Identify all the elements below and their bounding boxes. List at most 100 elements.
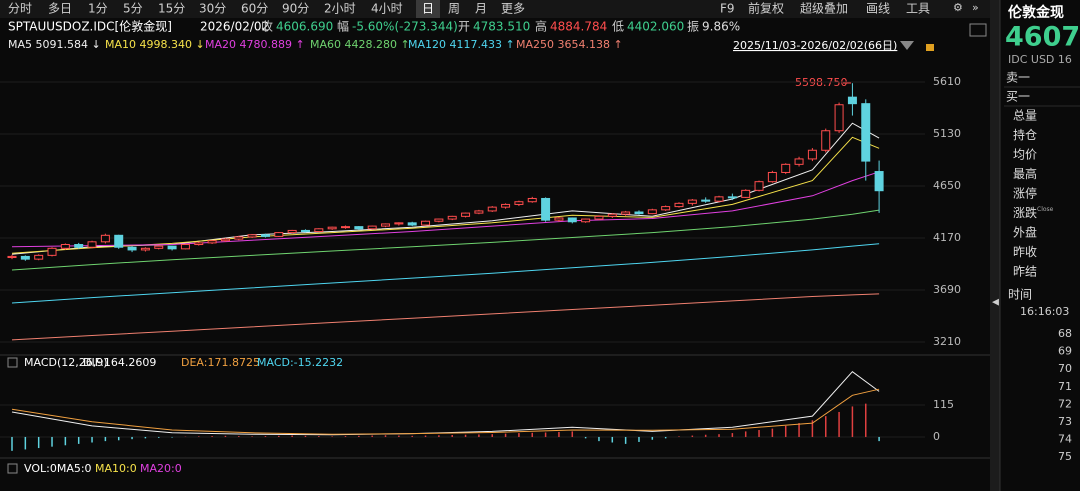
candle-body <box>47 247 57 256</box>
collapse-arrow[interactable]: ◀ <box>992 298 999 308</box>
quote-row: 外盘 <box>1013 225 1037 240</box>
dropdown-arrow[interactable] <box>900 41 914 50</box>
candle-body <box>7 255 17 259</box>
quote-row: 均价 <box>1013 148 1037 162</box>
symbol: SPTAUUSDOZ.IDC[伦敦金现] <box>8 19 172 34</box>
tab[interactable]: 90分 <box>282 2 309 16</box>
header-value: 4783.510 <box>473 20 530 34</box>
vol-ma20: MA20:0 <box>140 462 182 475</box>
candle-body <box>287 229 297 234</box>
candle-body <box>794 158 804 165</box>
ma-name: MA20 <box>205 38 236 51</box>
candle-body <box>834 104 844 132</box>
ma-name: MA10 <box>105 38 136 51</box>
ma-value: 4998.340 <box>140 38 193 51</box>
quote-tick: 72 <box>1058 397 1072 410</box>
candle-body <box>581 218 591 223</box>
candle-body <box>687 199 697 204</box>
ma-value: 4117.433 <box>450 38 503 51</box>
tab[interactable]: 多日 <box>48 2 72 16</box>
tool[interactable]: 前复权 <box>748 1 784 16</box>
tab[interactable]: 分时 <box>8 2 32 16</box>
ma-legend: MA120 4117.433 ↑ <box>408 38 515 51</box>
quote-tick: 75 <box>1058 450 1072 463</box>
tab[interactable]: 周 <box>448 2 460 16</box>
date-range[interactable]: 2025/11/03-2026/02/02(66日) <box>733 39 897 52</box>
wp-icon[interactable] <box>969 23 987 37</box>
candle-body <box>300 229 310 233</box>
candle-body <box>634 211 644 215</box>
lock-icon[interactable] <box>926 44 934 51</box>
tab[interactable]: 1分 <box>88 2 108 16</box>
candle-body <box>247 234 257 238</box>
ma-value: 5091.584 <box>36 38 89 51</box>
price-tick-label: 5130 <box>933 127 961 140</box>
tool[interactable]: 工具 <box>906 2 930 16</box>
tab[interactable]: 4小时 <box>371 2 403 16</box>
candle-body <box>607 213 617 217</box>
header-label: 低 <box>612 20 624 34</box>
candle-body <box>767 171 777 183</box>
candle-body <box>194 242 204 246</box>
pane-icon[interactable] <box>7 463 18 474</box>
tab[interactable]: 日 <box>422 2 434 16</box>
ma-value: 3654.138 <box>558 38 611 51</box>
ma-legend: MA60 4428.280 ↑ <box>310 38 410 51</box>
candle-body <box>621 211 631 215</box>
candle-body <box>114 234 124 248</box>
header-label: 开 <box>458 20 470 34</box>
tab[interactable]: 2小时 <box>324 2 356 16</box>
vol-ma10: MA10:0 <box>95 462 137 475</box>
candle-body <box>567 217 577 223</box>
quote-row: 涨跌 <box>1013 205 1037 220</box>
quote-row: 最高 <box>1013 166 1037 181</box>
quote-row: 持仓 <box>1013 127 1037 142</box>
tab[interactable]: 15分 <box>158 2 185 16</box>
quote-tick: 70 <box>1058 362 1072 375</box>
quote-row: 买一 <box>1006 90 1030 104</box>
tool[interactable]: 超级叠加 <box>800 1 848 16</box>
quote-sub: IDC USD 16 <box>1008 53 1072 66</box>
macd-dea: DEA:171.8725 <box>181 356 260 369</box>
candle-body <box>367 225 377 230</box>
header-label: 振 <box>687 20 699 34</box>
pane-icon[interactable] <box>7 357 18 368</box>
quote-row: 涨停 <box>1013 186 1037 201</box>
side-strip <box>990 0 1000 491</box>
macd-title: MACD(12,26,9) <box>24 356 108 369</box>
quote-tick: 69 <box>1058 345 1072 358</box>
macd-dif: DIF:164.2609 <box>83 356 156 369</box>
tool[interactable]: F9 <box>720 2 735 16</box>
header-value: 9.86% <box>702 20 740 34</box>
candle-body <box>434 218 444 222</box>
ma-line <box>11 209 880 271</box>
candle-body <box>327 226 337 230</box>
candle-body <box>447 215 457 220</box>
tab[interactable]: 月 <box>475 2 487 16</box>
macd-tick-label: 0 <box>933 430 940 443</box>
header-value: -5.60%(-273.344) <box>352 20 458 34</box>
candle-body <box>661 206 671 211</box>
price-tick-label: 4650 <box>933 179 961 192</box>
ma-legend: MA20 4780.889 ↑ <box>205 38 305 51</box>
tab[interactable]: 60分 <box>241 2 268 16</box>
tab[interactable]: 更多 <box>501 2 525 16</box>
tab[interactable]: 30分 <box>199 2 226 16</box>
candle-body <box>207 240 217 244</box>
tab[interactable]: 5分 <box>123 2 143 16</box>
tab-selected <box>416 0 440 18</box>
candle-body <box>541 197 551 221</box>
ma-name: MA5 <box>8 38 32 51</box>
tool[interactable]: 画线 <box>866 2 890 16</box>
expand-icon[interactable]: » <box>972 1 979 14</box>
header-label: 幅 <box>337 19 349 34</box>
candle-body <box>180 244 190 250</box>
header-label: 高 <box>535 19 547 34</box>
settings-icon[interactable]: ⚙ <box>953 1 963 14</box>
time-value: 16:16:03 <box>1020 305 1069 318</box>
close-tag: Close <box>1037 206 1054 213</box>
candle-body <box>20 255 30 260</box>
ma-arrow: ↓ <box>92 38 101 51</box>
